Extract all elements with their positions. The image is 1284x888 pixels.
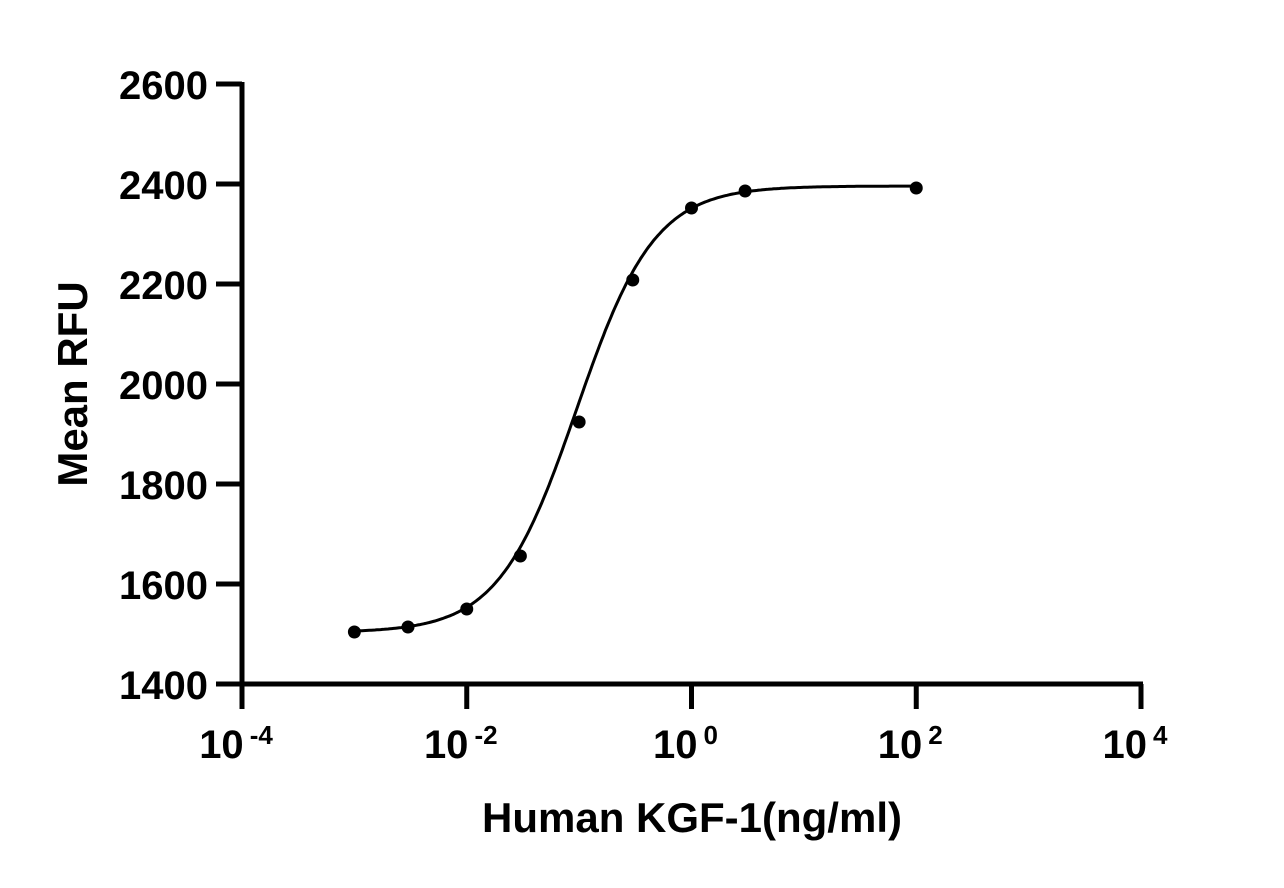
data-point (738, 184, 752, 198)
data-point (347, 625, 361, 639)
data-point (909, 181, 923, 195)
y-axis-ticks: 1400 1600 1800 2000 2200 2400 2600 (119, 64, 242, 708)
plot-area (347, 181, 923, 639)
y-axis-title: Mean RFU (49, 281, 96, 486)
data-point (460, 602, 474, 616)
data-point (513, 549, 527, 563)
data-point (401, 620, 415, 634)
y-tick-label: 2600 (119, 64, 208, 108)
y-tick-label: 2000 (119, 364, 208, 408)
x-axis: 10 -4 10 -2 10 0 10 2 10 4 (199, 681, 1168, 767)
data-points (347, 181, 923, 639)
y-tick-label: 2400 (119, 164, 208, 208)
fit-curve (354, 184, 917, 633)
x-tick-label: 10 -2 (424, 720, 498, 767)
data-point (685, 201, 698, 215)
x-tick-label: 10 -4 (199, 720, 273, 767)
x-tick-label: 10 0 (653, 720, 718, 767)
x-tick-label: 10 4 (1103, 720, 1169, 767)
y-tick-label: 1400 (119, 664, 208, 708)
x-axis-title: Human KGF-1(ng/ml) (482, 794, 902, 841)
y-axis: 1400 1600 1800 2000 2200 2400 2600 (119, 64, 245, 708)
data-point (626, 273, 640, 287)
y-tick-label: 2200 (119, 264, 208, 308)
y-tick-label: 1800 (119, 464, 208, 508)
x-tick-label: 10 2 (878, 720, 943, 767)
x-axis-ticks: 10 -4 10 -2 10 0 10 2 10 4 (199, 684, 1168, 767)
y-tick-label: 1600 (119, 564, 208, 608)
data-point (572, 415, 586, 429)
